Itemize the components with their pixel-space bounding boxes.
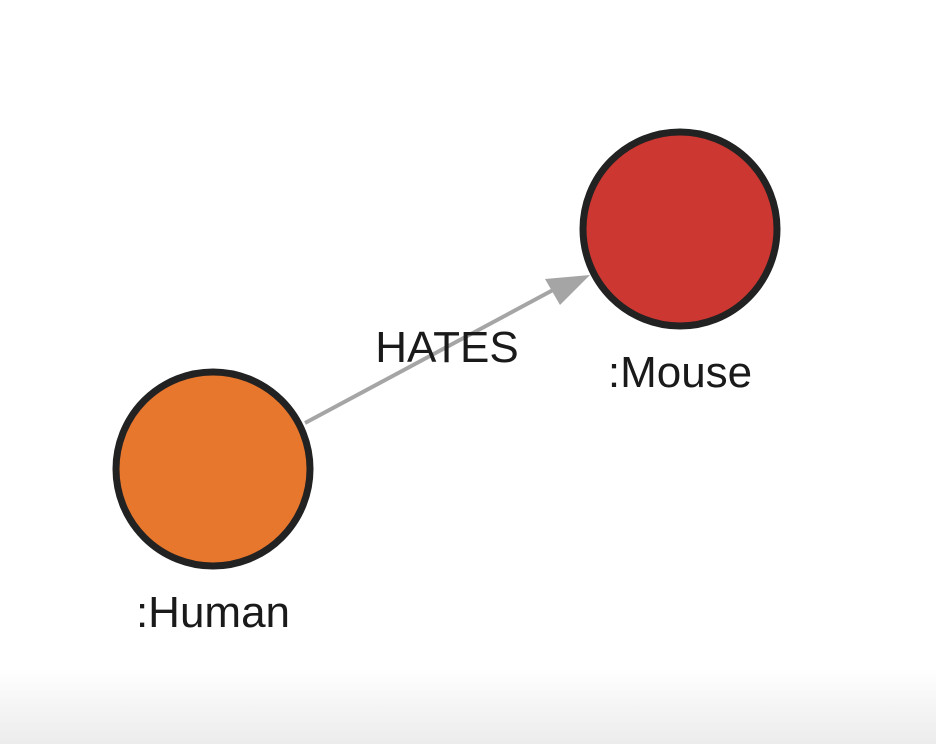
relationship-arrowhead bbox=[545, 275, 590, 305]
relationship-label: HATES bbox=[375, 323, 518, 372]
relationship-hates[interactable]: HATES bbox=[304, 275, 590, 425]
bottom-fade bbox=[0, 668, 936, 744]
node-mouse[interactable]: :Mouse bbox=[579, 128, 781, 397]
node-mouse-circle[interactable] bbox=[579, 128, 781, 330]
node-human-circle[interactable] bbox=[112, 368, 314, 570]
node-human-label: :Human bbox=[136, 588, 290, 637]
node-mouse-label: :Mouse bbox=[608, 348, 752, 397]
node-human[interactable]: :Human bbox=[112, 368, 314, 637]
relationship-line[interactable] bbox=[304, 288, 554, 425]
